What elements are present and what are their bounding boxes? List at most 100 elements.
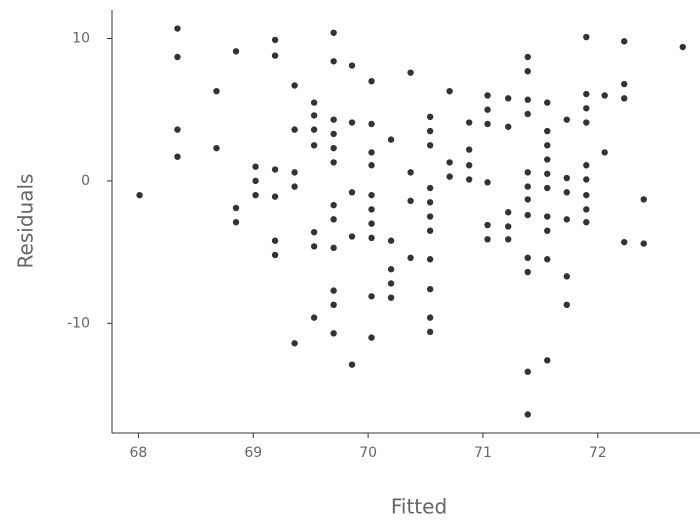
point: [330, 130, 337, 138]
point: [484, 92, 491, 99]
point: [505, 209, 512, 216]
point: [524, 368, 531, 375]
point: [621, 95, 628, 102]
point: [524, 183, 531, 190]
point: [330, 201, 337, 209]
point: [583, 119, 590, 126]
point: [174, 25, 181, 32]
point: [368, 293, 375, 300]
point: [330, 287, 337, 294]
point: [232, 204, 240, 212]
point: [330, 159, 337, 166]
point: [544, 213, 551, 220]
point: [621, 38, 628, 45]
point: [446, 87, 453, 95]
point: [310, 112, 318, 119]
point: [583, 90, 590, 98]
point: [426, 285, 434, 293]
point: [271, 166, 279, 173]
point: [368, 220, 375, 227]
point: [174, 153, 181, 160]
point: [368, 206, 375, 213]
point: [348, 62, 356, 69]
point: [252, 191, 259, 199]
point: [310, 228, 318, 236]
point: [465, 176, 473, 183]
point: [544, 227, 551, 234]
x-tick-label: 69: [244, 445, 262, 461]
point: [544, 184, 551, 192]
x-tick-label: 71: [474, 445, 492, 461]
point: [213, 87, 220, 95]
point: [524, 110, 531, 118]
point: [271, 36, 279, 44]
point: [446, 173, 453, 180]
point: [583, 191, 590, 199]
point: [524, 68, 531, 75]
point: [621, 80, 628, 88]
point: [583, 33, 590, 41]
point: [348, 361, 356, 368]
point: [484, 179, 491, 186]
point: [368, 120, 375, 128]
point: [310, 99, 318, 106]
point: [291, 169, 298, 176]
point: [484, 221, 491, 229]
point: [407, 197, 414, 205]
point: [426, 199, 434, 206]
point: [232, 219, 240, 226]
point: [563, 116, 570, 123]
point: [446, 159, 453, 166]
point: [252, 177, 259, 185]
point: [271, 251, 279, 259]
point: [271, 52, 279, 59]
point: [544, 99, 551, 106]
point: [465, 162, 473, 169]
point: [368, 234, 375, 242]
point: [387, 280, 395, 287]
point: [330, 29, 337, 36]
point: [213, 144, 220, 152]
point: [252, 163, 259, 170]
point: [368, 191, 375, 199]
point: [426, 184, 434, 192]
point: [387, 294, 395, 301]
point: [544, 256, 551, 263]
point: [330, 301, 337, 309]
point: [387, 237, 395, 244]
point: [524, 196, 531, 203]
point: [426, 113, 434, 121]
point: [174, 126, 181, 133]
point: [330, 330, 337, 337]
point: [368, 334, 375, 341]
point: [524, 96, 531, 103]
point: [310, 314, 318, 321]
x-tick-label: 70: [359, 445, 377, 461]
point: [310, 126, 318, 133]
y-tick-label: 0: [81, 173, 90, 189]
point: [583, 219, 590, 226]
point: [505, 223, 512, 230]
point: [563, 301, 570, 309]
point: [621, 238, 628, 246]
point: [136, 191, 143, 199]
point: [310, 243, 318, 250]
point: [544, 156, 551, 163]
point: [544, 170, 551, 177]
x-axis-title: Fitted: [391, 495, 447, 519]
point: [465, 119, 473, 126]
point: [387, 136, 395, 143]
point: [544, 357, 551, 364]
point: [524, 211, 531, 219]
y-tick-label: -10: [67, 315, 90, 331]
point: [426, 256, 434, 263]
point: [426, 314, 434, 321]
point: [348, 119, 356, 126]
point: [563, 174, 570, 182]
point: [426, 213, 434, 220]
point: [330, 144, 337, 152]
point: [387, 266, 395, 273]
point: [291, 82, 298, 89]
point: [563, 189, 570, 196]
